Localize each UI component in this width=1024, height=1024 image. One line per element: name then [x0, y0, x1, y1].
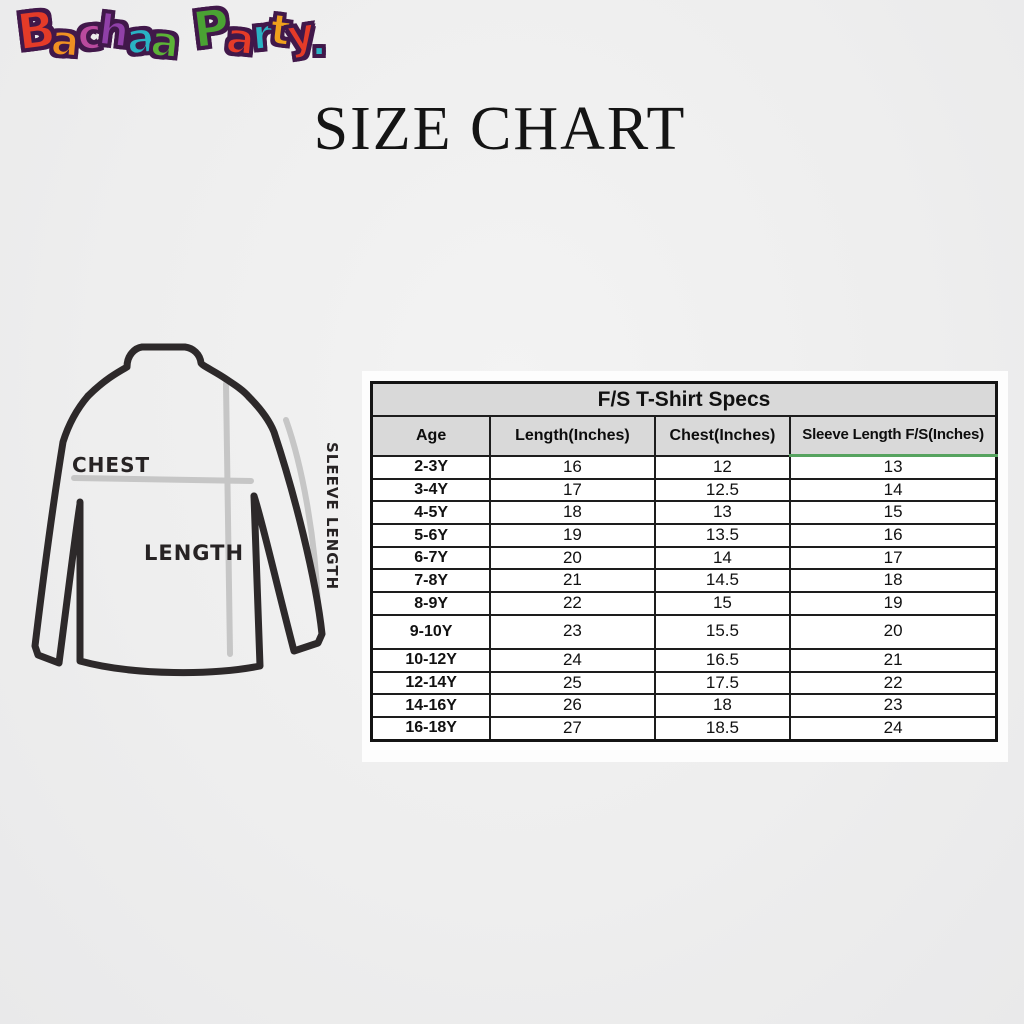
measurement-cell: 15.5: [653, 613, 792, 650]
measurement-cell: 13: [789, 454, 998, 480]
age-cell: 8-9Y: [370, 591, 492, 616]
shirt-body: [76, 492, 264, 677]
shirt-shoulders-collar: [84, 343, 253, 401]
age-cell: 3-4Y: [370, 477, 492, 503]
shirt-right-sleeve: [245, 393, 326, 655]
measurement-cell: 17: [489, 477, 656, 503]
measurement-cell: 16.5: [653, 647, 792, 673]
logo-letter: y: [282, 8, 314, 62]
measurement-cell: 14: [653, 545, 792, 571]
measurement-cell: 26: [489, 693, 656, 718]
age-cell: 14-16Y: [370, 693, 492, 718]
age-cell: 16-18Y: [370, 715, 492, 742]
chest-guide-line: [71, 475, 254, 484]
measurement-cell: 16: [789, 523, 998, 548]
length-guide-line: [223, 381, 233, 657]
measurement-cell: 23: [789, 693, 998, 718]
chest-label: CHEST: [72, 453, 150, 477]
column-header: Chest(Inches): [653, 415, 792, 457]
length-label: LENGTH: [144, 541, 244, 565]
measurement-cell: 24: [789, 715, 998, 742]
size-specs-table: F/S T-Shirt Specs Age Length(Inches) Chest…: [370, 381, 998, 742]
measurement-cell: 14.5: [653, 568, 792, 594]
measurement-cell: 18.5: [653, 715, 792, 742]
measurement-cell: 13.5: [653, 523, 792, 548]
measurement-cell: 18: [489, 500, 656, 526]
age-cell: 6-7Y: [370, 545, 492, 571]
logo-letter: a: [222, 12, 252, 65]
size-table-body: 2-3Y 16 12 13 3-4Y 17 12.5 14 4-5Y 18 13 15 5-6Y 19 13…: [370, 454, 998, 742]
table-row: 4-5Y 18 13 15: [370, 500, 998, 526]
table-title: F/S T-Shirt Specs: [370, 381, 998, 417]
measurement-cell: 27: [489, 715, 656, 742]
logo-letter: a: [147, 15, 177, 68]
logo-letter: h: [96, 4, 129, 58]
shirt-diagram: CHEST LENGTH SLEEVE LENGTH: [30, 330, 360, 720]
table-row: 7-8Y 21 14.5 18: [370, 568, 998, 594]
measurement-cell: 19: [789, 591, 998, 616]
measurement-cell: 19: [489, 523, 656, 548]
measurement-cell: 22: [789, 670, 998, 696]
measurement-cell: 23: [489, 613, 656, 650]
column-header: Age: [370, 415, 492, 457]
table-row: 5-6Y 19 13.5 16: [370, 523, 998, 548]
table-header-row: Age Length(Inches) Chest(Inches) Sleeve Len…: [370, 415, 998, 457]
age-cell: 10-12Y: [370, 647, 492, 673]
logo-letter: P: [189, 0, 229, 61]
measurement-cell: 12.5: [653, 477, 792, 503]
measurement-cell: 17: [789, 545, 998, 571]
age-cell: 4-5Y: [370, 500, 492, 526]
table-row: 2-3Y 16 12 13: [370, 454, 998, 480]
measurement-cell: 16: [489, 454, 656, 480]
shirt-left-sleeve: [31, 392, 92, 667]
table-row: 12-14Y 25 17.5 22: [370, 670, 998, 696]
measurement-cell: 12: [653, 454, 792, 480]
age-cell: 5-6Y: [370, 523, 492, 548]
measurement-cell: 24: [489, 647, 656, 673]
column-header: Sleeve Length F/S(Inches): [789, 415, 998, 457]
table-row: 9-10Y 23 15.5 20: [370, 613, 998, 650]
logo-letter: a: [48, 14, 78, 67]
age-cell: 12-14Y: [370, 670, 492, 696]
logo-letter: .: [310, 16, 328, 65]
measurement-cell: 22: [489, 591, 656, 616]
measurement-cell: 13: [653, 500, 792, 526]
measurement-cell: 20: [789, 613, 998, 650]
measurement-cell: 20: [489, 545, 656, 571]
measurement-cell: 14: [789, 477, 998, 503]
sleeve-length-label: SLEEVE LENGTH: [323, 442, 341, 590]
age-cell: 9-10Y: [370, 613, 492, 650]
measurement-cell: 21: [489, 568, 656, 594]
table-row: 3-4Y 17 12.5 14: [370, 477, 998, 503]
bachaa-party-logo: Bachaa Party.: [13, 0, 328, 68]
table-row: 16-18Y 27 18.5 24: [370, 715, 998, 742]
age-cell: 7-8Y: [370, 568, 492, 594]
measurement-cell: 15: [789, 500, 998, 526]
measurement-cell: 18: [789, 568, 998, 594]
logo-letter: B: [13, 0, 55, 63]
measurement-cell: 17.5: [653, 670, 792, 696]
table-row: 8-9Y 22 15 19: [370, 591, 998, 616]
table-row: 6-7Y 20 14 17: [370, 545, 998, 571]
column-header: Length(Inches): [489, 415, 656, 457]
measurement-cell: 21: [789, 647, 998, 673]
measurement-cell: 18: [653, 693, 792, 718]
measurement-cell: 15: [653, 591, 792, 616]
page-title: SIZE CHART: [313, 95, 687, 163]
age-cell: 2-3Y: [370, 454, 492, 480]
table-title-row: F/S T-Shirt Specs: [370, 381, 998, 417]
measurement-cell: 25: [489, 670, 656, 696]
table-row: 14-16Y 26 18 23: [370, 693, 998, 718]
table-row: 10-12Y 24 16.5 21: [370, 647, 998, 673]
